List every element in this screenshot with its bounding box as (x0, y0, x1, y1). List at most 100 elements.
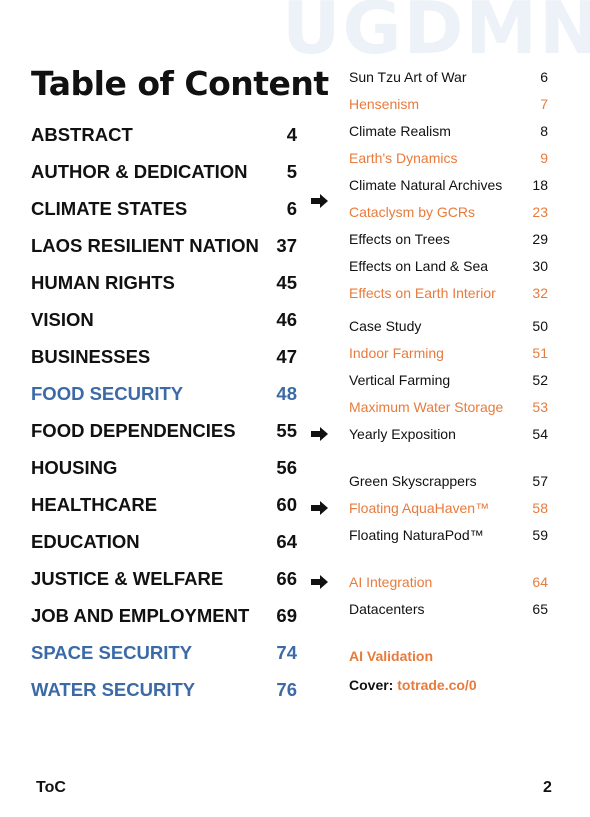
toc-entry-healthcare[interactable]: HEALTHCARE 60 (31, 486, 297, 523)
subtoc-entry-page: 50 (532, 317, 548, 334)
toc-entry-page: 45 (276, 271, 297, 293)
food-subsection-list: Case Study 50 Indoor Farming 51 Vertical F… (349, 312, 548, 447)
toc-entry-page: 48 (276, 382, 297, 404)
toc-entry-label: HEALTHCARE (31, 493, 158, 515)
subtoc-entry[interactable]: Floating AquaHaven™ 58 (349, 494, 548, 521)
education-subsection-list: AI Integration 64 Datacenters 65 (349, 568, 548, 622)
subtoc-entry-page: 29 (532, 230, 548, 247)
toc-entry-page: 64 (276, 530, 297, 552)
subtoc-entry[interactable]: Datacenters 65 (349, 595, 548, 622)
toc-entry-page: 76 (276, 678, 297, 700)
toc-entry-page: 37 (276, 234, 297, 256)
subtoc-entry-page: 18 (532, 176, 548, 193)
subtoc-entry-page: 6 (540, 68, 548, 85)
subtoc-entry-page: 8 (540, 122, 548, 139)
toc-entry-food-security[interactable]: FOOD SECURITY 48 (31, 375, 297, 412)
subtoc-entry-label: Case Study (349, 317, 422, 334)
toc-entry-food-dependencies[interactable]: FOOD DEPENDENCIES 55 (31, 412, 297, 449)
toc-entry-label: AUTHOR & DEDICATION (31, 160, 248, 182)
subtoc-entry-label: Vertical Farming (349, 371, 451, 388)
subtoc-entry-page: 54 (532, 425, 548, 442)
subtoc-entry-page: 65 (532, 600, 548, 617)
main-toc-list: ABSTRACT 4 AUTHOR & DEDICATION 5 CLIMATE S… (31, 116, 297, 708)
toc-entry-laos-resilient-nation[interactable]: LAOS RESILIENT NATION 37 (31, 227, 297, 264)
subtoc-entry[interactable]: Cataclysm by GCRs 23 (349, 198, 548, 225)
toc-entry-label: ABSTRACT (31, 123, 133, 145)
subtoc-entry[interactable]: Yearly Exposition 54 (349, 420, 548, 447)
toc-entry-water-security[interactable]: WATER SECURITY 76 (31, 671, 297, 708)
climate-subsection-list: Sun Tzu Art of War 6 Hensenism 7 Climate R… (349, 63, 548, 306)
toc-entry-label: BUSINESSES (31, 345, 151, 367)
right-arrow-icon (311, 575, 328, 589)
toc-entry-businesses[interactable]: BUSINESSES 47 (31, 338, 297, 375)
cover-link[interactable]: totrade.co/0 (397, 677, 477, 693)
toc-entry-label: WATER SECURITY (31, 678, 196, 700)
toc-entry-human-rights[interactable]: HUMAN RIGHTS 45 (31, 264, 297, 301)
toc-entry-vision[interactable]: VISION 46 (31, 301, 297, 338)
toc-entry-abstract[interactable]: ABSTRACT 4 (31, 116, 297, 153)
toc-entry-label: SPACE SECURITY (31, 641, 193, 663)
toc-entry-job-employment[interactable]: JOB AND EMPLOYMENT 69 (31, 597, 297, 634)
page-number: 2 (543, 779, 552, 796)
subtoc-entry-page: 53 (532, 398, 548, 415)
toc-entry-author-dedication[interactable]: AUTHOR & DEDICATION 5 (31, 153, 297, 190)
toc-entry-page: 60 (276, 493, 297, 515)
subtoc-entry-page: 7 (540, 95, 548, 112)
toc-entry-page: 47 (276, 345, 297, 367)
subtoc-entry-page: 32 (532, 284, 548, 301)
toc-entry-label: FOOD DEPENDENCIES (31, 419, 236, 441)
subtoc-entry-page: 59 (532, 526, 548, 543)
toc-entry-label: JOB AND EMPLOYMENT (31, 604, 250, 626)
toc-entry-education[interactable]: EDUCATION 64 (31, 523, 297, 560)
subtoc-entry-label: Floating AquaHaven™ (349, 499, 490, 516)
subtoc-entry-label: Effects on Earth Interior (349, 284, 496, 301)
toc-entry-justice-welfare[interactable]: JUSTICE & WELFARE 66 (31, 560, 297, 597)
subtoc-entry[interactable]: AI Integration 64 (349, 568, 548, 595)
subtoc-entry-label: AI Integration (349, 573, 433, 590)
subtoc-entry-label: Earth's Dynamics (349, 149, 458, 166)
page-title: Table of Content (31, 64, 329, 103)
right-arrow-icon (311, 427, 328, 441)
toc-entry-label: EDUCATION (31, 530, 140, 552)
subtoc-entry-label: Hensenism (349, 95, 420, 112)
subtoc-entry-page: 57 (532, 472, 548, 489)
subtoc-entry[interactable]: Maximum Water Storage 53 (349, 393, 548, 420)
subtoc-entry-label: Yearly Exposition (349, 425, 456, 442)
subtoc-entry[interactable]: Effects on Earth Interior 32 (349, 279, 548, 306)
toc-entry-page: 66 (276, 567, 297, 589)
subtoc-entry[interactable]: Vertical Farming 52 (349, 366, 548, 393)
subtoc-entry[interactable]: Effects on Land & Sea 30 (349, 252, 548, 279)
subtoc-entry[interactable]: Indoor Farming 51 (349, 339, 548, 366)
subtoc-entry[interactable]: Green Skyscrappers 57 (349, 467, 548, 494)
toc-entry-climate-states[interactable]: CLIMATE STATES 6 (31, 190, 297, 227)
toc-entry-housing[interactable]: HOUSING 56 (31, 449, 297, 486)
subtoc-entry[interactable]: Hensenism 7 (349, 90, 548, 117)
subtoc-entry-page: 52 (532, 371, 548, 388)
toc-entry-label: HUMAN RIGHTS (31, 271, 175, 293)
subtoc-entry-label: Indoor Farming (349, 344, 444, 361)
toc-entry-page: 6 (286, 197, 297, 219)
subtoc-entry-label: Cataclysm by GCRs (349, 203, 476, 220)
subtoc-entry-label: Maximum Water Storage (349, 398, 504, 415)
subtoc-entry-label: Effects on Trees (349, 230, 450, 247)
right-arrow-icon (311, 501, 328, 515)
subtoc-entry-page: 64 (532, 573, 548, 590)
subtoc-entry[interactable]: Sun Tzu Art of War 6 (349, 63, 548, 90)
subtoc-entry-page: 58 (532, 499, 548, 516)
subtoc-entry[interactable]: Climate Natural Archives 18 (349, 171, 548, 198)
subtoc-entry-label: Sun Tzu Art of War (349, 68, 467, 85)
toc-entry-space-security[interactable]: SPACE SECURITY 74 (31, 634, 297, 671)
housing-subsection-list: Green Skyscrappers 57 Floating AquaHaven™… (349, 467, 548, 548)
toc-entry-page: 5 (286, 160, 297, 182)
subtoc-entry[interactable]: Climate Realism 8 (349, 117, 548, 144)
subtoc-entry-page: 30 (532, 257, 548, 274)
cover-credit: Cover: totrade.co/0 (349, 677, 477, 693)
subtoc-entry[interactable]: Case Study 50 (349, 312, 548, 339)
subtoc-entry-label: Climate Natural Archives (349, 176, 503, 193)
toc-entry-label: FOOD SECURITY (31, 382, 184, 404)
subtoc-entry[interactable]: Earth's Dynamics 9 (349, 144, 548, 171)
toc-entry-page: 74 (276, 641, 297, 663)
subtoc-entry[interactable]: Floating NaturaPod™ 59 (349, 521, 548, 548)
subtoc-entry[interactable]: Effects on Trees 29 (349, 225, 548, 252)
toc-entry-label: HOUSING (31, 456, 118, 478)
